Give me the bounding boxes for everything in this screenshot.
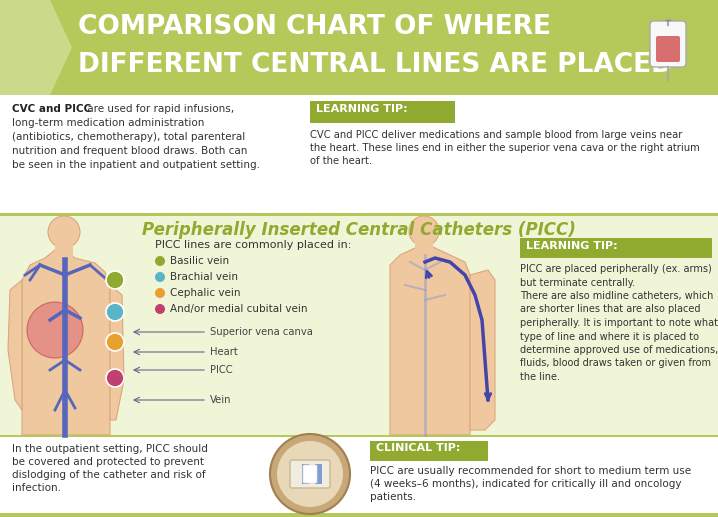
FancyBboxPatch shape xyxy=(302,464,309,484)
Text: LEARNING TIP:: LEARNING TIP: xyxy=(526,241,617,251)
Text: infection.: infection. xyxy=(12,483,61,493)
Text: the line.: the line. xyxy=(520,372,560,382)
Text: are used for rapid infusions,: are used for rapid infusions, xyxy=(84,104,234,114)
FancyBboxPatch shape xyxy=(315,464,322,484)
FancyBboxPatch shape xyxy=(650,21,686,67)
FancyBboxPatch shape xyxy=(0,216,718,435)
FancyBboxPatch shape xyxy=(0,435,718,517)
Text: Cephalic vein: Cephalic vein xyxy=(170,288,241,298)
Text: be covered and protected to prevent: be covered and protected to prevent xyxy=(12,457,204,467)
FancyBboxPatch shape xyxy=(0,95,718,215)
Circle shape xyxy=(106,271,124,289)
Text: the heart. These lines end in either the superior vena cava or the right atrium: the heart. These lines end in either the… xyxy=(310,143,700,153)
Polygon shape xyxy=(8,280,22,410)
Text: PICC are placed peripherally (ex. arms): PICC are placed peripherally (ex. arms) xyxy=(520,264,712,274)
Text: PICC are usually recommended for short to medium term use: PICC are usually recommended for short t… xyxy=(370,466,691,476)
Text: PICC: PICC xyxy=(210,365,233,375)
Text: be seen in the inpatient and outpatient setting.: be seen in the inpatient and outpatient … xyxy=(12,160,260,170)
FancyBboxPatch shape xyxy=(0,435,718,437)
Text: of the heart.: of the heart. xyxy=(310,156,372,166)
Polygon shape xyxy=(0,0,72,95)
Text: Basilic vein: Basilic vein xyxy=(170,256,229,266)
FancyBboxPatch shape xyxy=(0,0,718,95)
Text: Heart: Heart xyxy=(210,347,238,357)
Text: CVC and PICC: CVC and PICC xyxy=(12,104,91,114)
Polygon shape xyxy=(390,242,470,435)
Text: (4 weeks–6 months), indicated for critically ill and oncology: (4 weeks–6 months), indicated for critic… xyxy=(370,479,681,489)
FancyBboxPatch shape xyxy=(0,213,718,216)
Text: Vein: Vein xyxy=(210,395,231,405)
Text: determine approved use of medications,: determine approved use of medications, xyxy=(520,345,718,355)
Text: fluids, blood draws taken or given from: fluids, blood draws taken or given from xyxy=(520,358,711,369)
FancyBboxPatch shape xyxy=(310,101,455,123)
FancyBboxPatch shape xyxy=(370,441,488,461)
Text: are shorter lines that are also placed: are shorter lines that are also placed xyxy=(520,305,701,314)
Text: type of line and where it is placed to: type of line and where it is placed to xyxy=(520,331,699,342)
Text: COMPARISON CHART OF WHERE: COMPARISON CHART OF WHERE xyxy=(78,14,551,40)
Text: patients.: patients. xyxy=(370,492,416,502)
Text: nutrition and frequent blood draws. Both can: nutrition and frequent blood draws. Both… xyxy=(12,146,248,156)
Text: (antibiotics, chemotherapy), total parenteral: (antibiotics, chemotherapy), total paren… xyxy=(12,132,246,142)
Circle shape xyxy=(409,216,439,246)
Text: CVC and PICC deliver medications and sample blood from large veins near: CVC and PICC deliver medications and sam… xyxy=(310,130,682,140)
Polygon shape xyxy=(470,270,495,430)
FancyBboxPatch shape xyxy=(303,465,317,483)
Circle shape xyxy=(27,302,83,358)
Circle shape xyxy=(106,369,124,387)
Circle shape xyxy=(48,216,80,248)
Circle shape xyxy=(155,272,165,282)
FancyBboxPatch shape xyxy=(415,238,433,254)
Text: And/or medial cubital vein: And/or medial cubital vein xyxy=(170,304,307,314)
FancyBboxPatch shape xyxy=(55,238,73,258)
Circle shape xyxy=(270,434,350,514)
Circle shape xyxy=(155,304,165,314)
Text: DIFFERENT CENTRAL LINES ARE PLACED: DIFFERENT CENTRAL LINES ARE PLACED xyxy=(78,52,673,78)
Circle shape xyxy=(106,303,124,321)
FancyBboxPatch shape xyxy=(656,36,680,62)
Text: CLINICAL TIP:: CLINICAL TIP: xyxy=(376,443,460,453)
FancyBboxPatch shape xyxy=(520,238,712,258)
Text: There are also midline catheters, which: There are also midline catheters, which xyxy=(520,291,714,301)
Text: Brachial vein: Brachial vein xyxy=(170,272,238,282)
Text: peripherally. It is important to note what: peripherally. It is important to note wh… xyxy=(520,318,718,328)
Text: long-term medication administration: long-term medication administration xyxy=(12,118,205,128)
Polygon shape xyxy=(22,242,110,435)
Text: but terminate centrally.: but terminate centrally. xyxy=(520,278,635,287)
FancyBboxPatch shape xyxy=(290,460,330,488)
Polygon shape xyxy=(110,285,124,420)
Text: PICC lines are commonly placed in:: PICC lines are commonly placed in: xyxy=(155,240,351,250)
Circle shape xyxy=(155,256,165,266)
Text: Peripherally Inserted Central Catheters (PICC): Peripherally Inserted Central Catheters … xyxy=(142,221,576,239)
Circle shape xyxy=(277,441,343,507)
Text: In the outpatient setting, PICC should: In the outpatient setting, PICC should xyxy=(12,444,208,454)
Circle shape xyxy=(106,333,124,351)
Circle shape xyxy=(155,288,165,298)
Text: Superior vena canva: Superior vena canva xyxy=(210,327,313,337)
Text: LEARNING TIP:: LEARNING TIP: xyxy=(316,104,408,114)
FancyBboxPatch shape xyxy=(0,513,718,517)
Text: dislodging of the catheter and risk of: dislodging of the catheter and risk of xyxy=(12,470,205,480)
